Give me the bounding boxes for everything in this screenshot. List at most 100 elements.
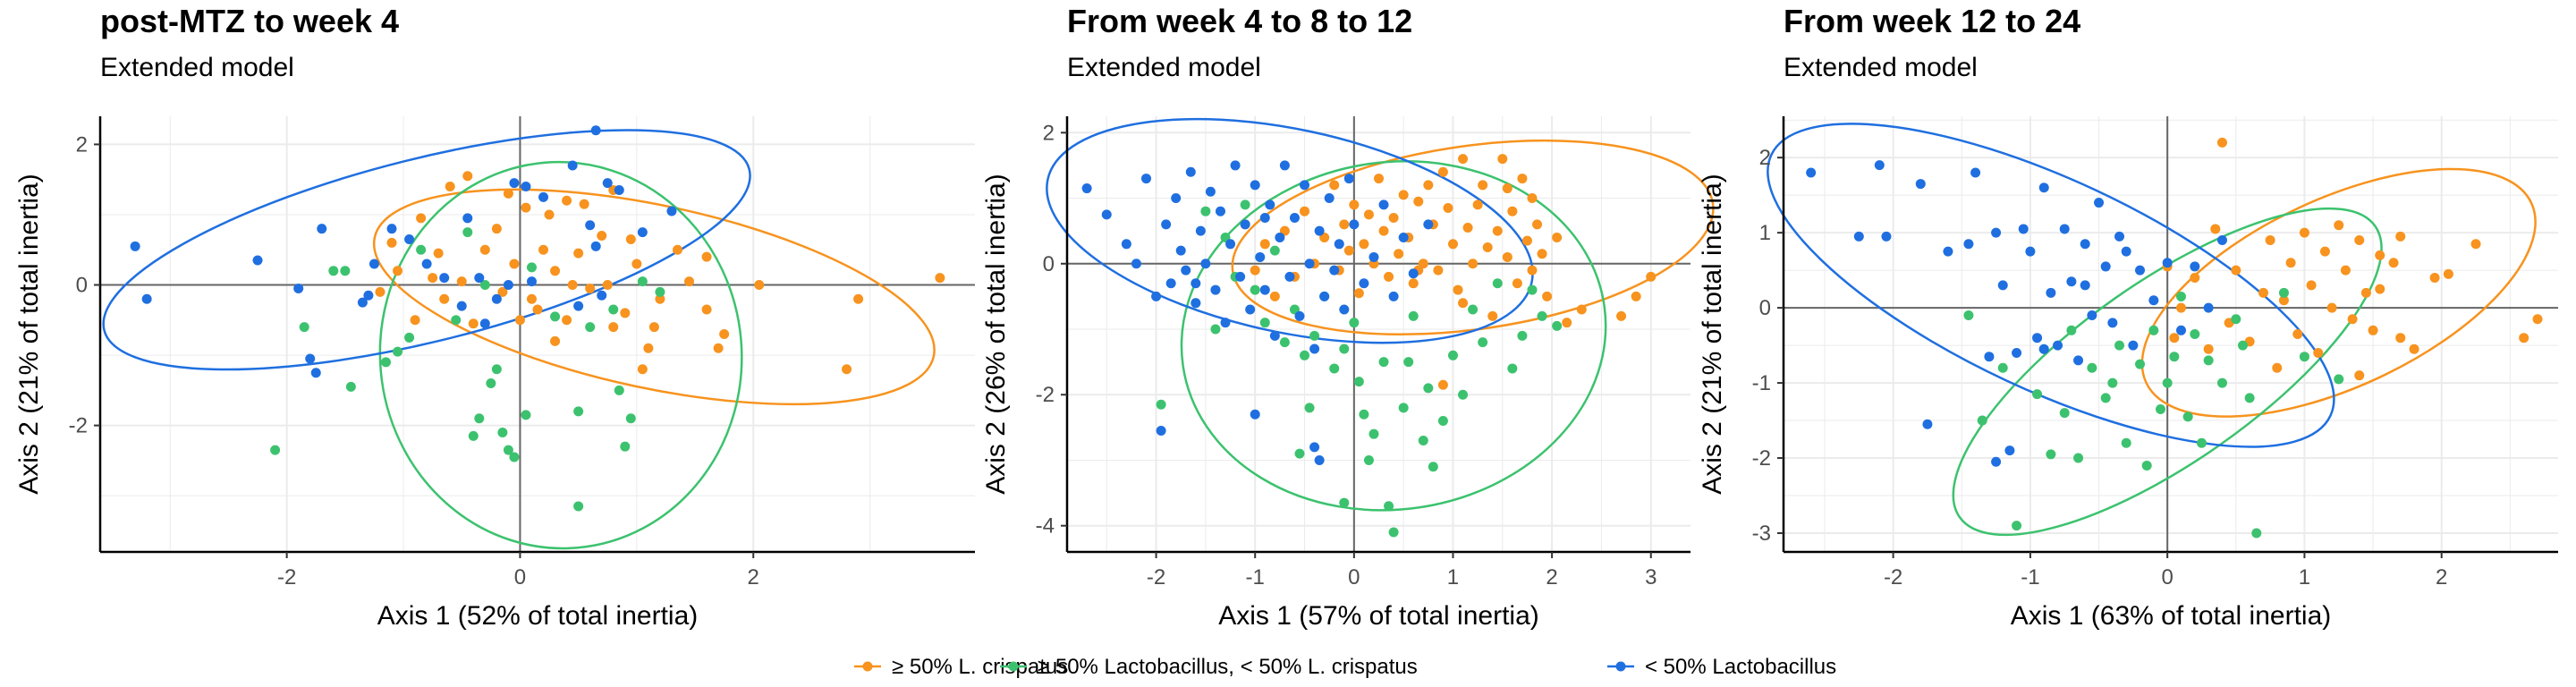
data-point [1997,280,2008,291]
data-point [567,280,578,291]
data-point [2334,220,2344,231]
data-point [404,332,415,343]
data-point [1309,442,1320,453]
x-tick-label: 2 [748,565,759,589]
data-point [293,283,304,293]
data-point [1205,186,1216,197]
data-point [1349,318,1360,328]
grid [100,116,975,552]
data-point [2231,314,2241,325]
data-point [1532,219,1543,230]
data-point [2066,276,2077,287]
data-point [1339,304,1350,315]
x-tick-label: 2 [2436,565,2447,589]
data-point [1517,174,1528,184]
data-point [2100,261,2111,272]
data-point [1378,357,1389,368]
confidence-ellipse-ge50_lacto [1180,160,1607,512]
data-point [2107,318,2118,328]
data-point [1447,350,1458,360]
panel-subtitle: Extended model [1067,53,1261,82]
y-tick-label: 0 [1759,296,1771,320]
data-point [608,304,619,315]
data-point [1165,278,1176,289]
data-point [479,280,490,291]
data-point [1922,419,1933,429]
data-point [1443,203,1453,214]
data-point [1991,456,2002,467]
data-point [1359,239,1369,250]
data-point [1437,379,1448,390]
data-point [2395,333,2406,344]
data-point [1497,154,1508,165]
data-point [386,224,397,234]
data-point [1250,265,1260,276]
x-tick-label: -2 [277,565,296,589]
data-point [2292,329,2303,339]
data-point [2066,325,2077,335]
data-point [270,445,281,455]
data-point [1181,265,1191,276]
data-point [1462,222,1473,233]
data-point [655,293,665,304]
data-point [1171,193,1182,204]
y-tick-label: -3 [1752,522,1771,546]
data-point [2237,340,2248,351]
data-point [2080,280,2090,291]
data-point [1521,235,1532,246]
data-point [1478,180,1488,191]
data-point [340,266,351,276]
data-point [1210,324,1221,335]
data-point [416,244,427,255]
data-point [544,209,555,220]
data-point [514,315,525,326]
data-point [252,255,263,266]
data-point [1191,278,1201,289]
data-point [1353,288,1364,299]
data-point [2375,250,2385,260]
data-point [602,280,613,291]
data-point [1329,265,1340,276]
data-point [1353,377,1364,387]
data-point [305,353,316,364]
data-point [1437,166,1448,177]
data-point [2012,521,2022,531]
data-point [2190,273,2200,284]
data-point [526,276,537,287]
x-axis-label: Axis 1 (52% of total inertia) [377,601,699,631]
data-point [2299,352,2309,362]
data-point [497,427,508,437]
data-point [573,301,584,311]
data-point [310,368,321,378]
data-point [1408,268,1419,279]
data-point [1423,219,1434,230]
data-point [2196,437,2207,448]
data-point [1319,291,1330,301]
data-point [2046,449,2056,460]
data-point [538,191,549,202]
data-point [1394,249,1404,259]
data-point [1329,180,1340,191]
data-point [1259,318,1270,328]
data-point [421,259,432,269]
data-point [2278,295,2289,306]
data-point [1963,310,1974,321]
data-point [2285,258,2296,268]
data-point [2169,333,2180,344]
data-point [1081,183,1092,194]
data-point [363,290,374,301]
x-tick-label: 1 [2299,565,2310,589]
data-point [2053,340,2063,351]
data-point [754,280,765,291]
grid [1784,116,2558,552]
data-point [1131,259,1141,269]
data-point [2532,314,2543,325]
data-point [2038,182,2049,193]
data-point [1492,278,1503,289]
data-point [1977,415,1987,426]
data-point [2156,403,2166,414]
y-axis-label: Axis 2 (21% of total inertia) [14,174,44,495]
data-point [2395,231,2406,242]
panel-title: From week 4 to 8 to 12 [1067,3,1412,39]
